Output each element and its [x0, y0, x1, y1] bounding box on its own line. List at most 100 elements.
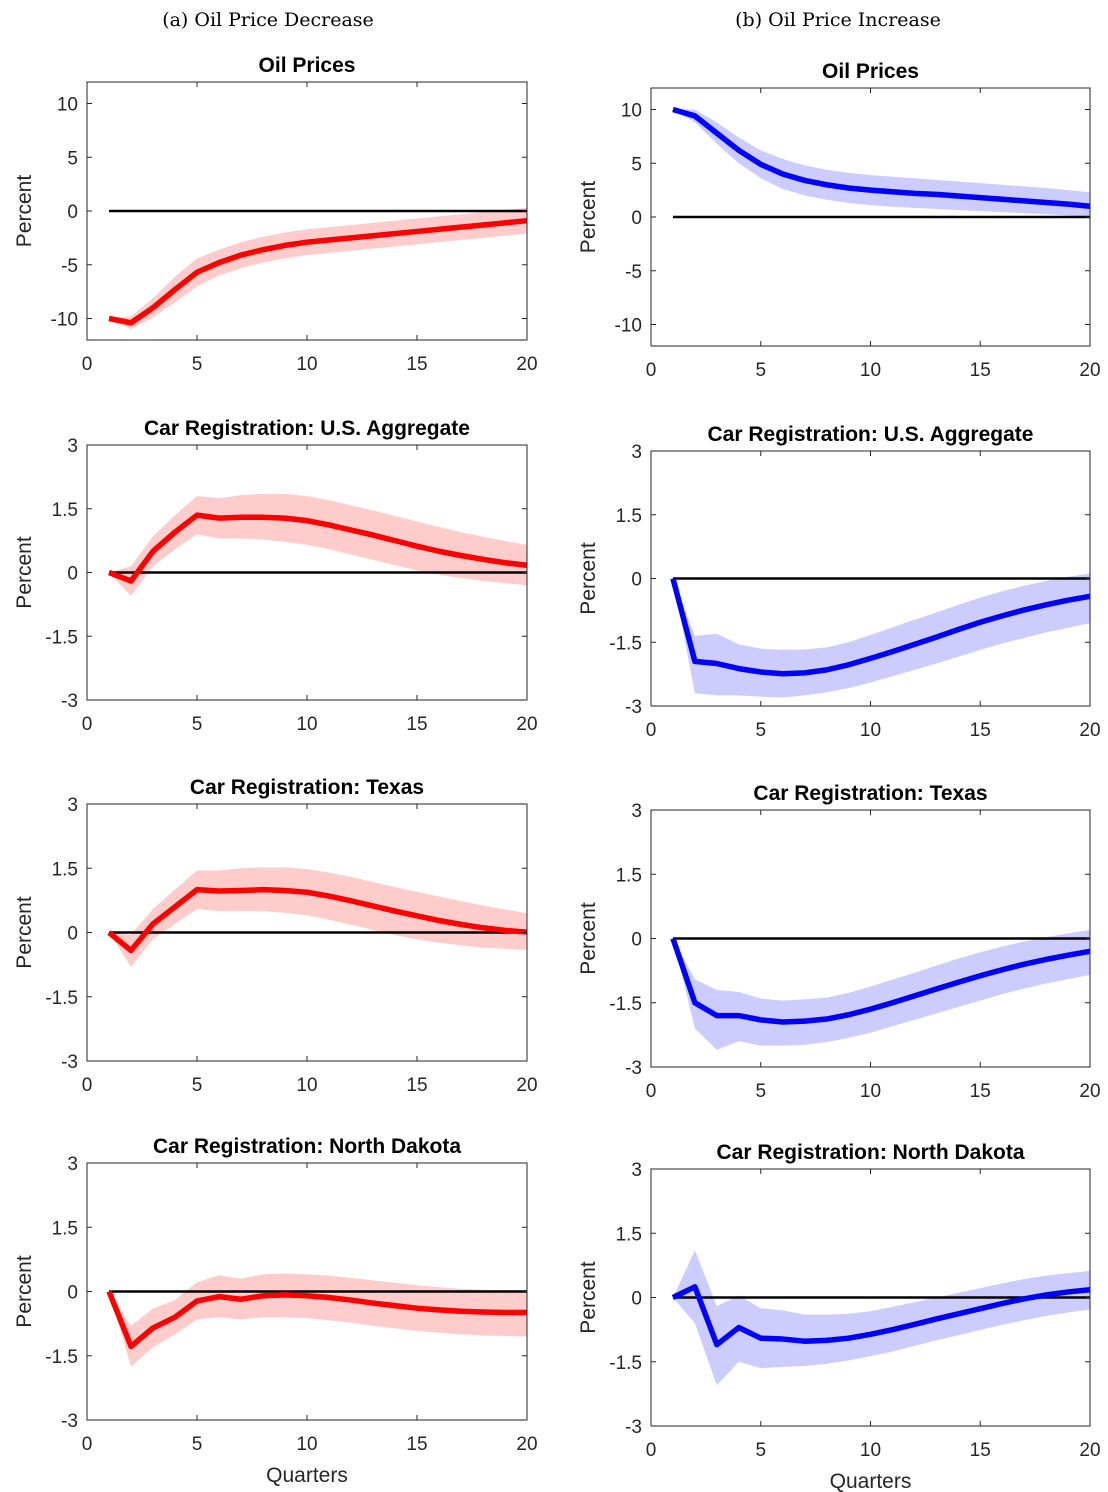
y-tick-label: 0	[67, 202, 78, 223]
x-tick-label: 20	[1079, 720, 1100, 741]
y-tick-label: 1.5	[616, 506, 642, 527]
x-tick-label: 5	[192, 1434, 203, 1455]
x-tick-label: 5	[192, 354, 203, 375]
x-tick-label: 15	[406, 354, 427, 375]
y-tick-label: -3	[61, 1052, 78, 1073]
y-tick-label: 1.5	[52, 859, 78, 880]
x-tick-label: 10	[860, 1081, 881, 1102]
x-tick-label: 15	[970, 1081, 991, 1102]
x-tick-label: 15	[970, 1440, 991, 1461]
y-tick-label: 5	[67, 148, 78, 169]
x-tick-label: 0	[82, 714, 93, 735]
x-tick-label: 0	[646, 1440, 657, 1461]
y-tick-label: -1.5	[609, 1353, 642, 1374]
y-axis-label: Percent	[13, 536, 36, 609]
x-tick-label: 20	[516, 714, 537, 735]
column-title-a: (a) Oil Price Decrease	[162, 9, 374, 31]
impulse-response-line	[108, 512, 528, 584]
x-tick-label: 15	[406, 1075, 427, 1096]
y-tick-label: 3	[67, 436, 78, 457]
x-tick-label: 0	[646, 720, 657, 741]
y-tick-label: -5	[625, 262, 642, 283]
x-tick-label: 5	[755, 720, 766, 741]
y-axis-label: Percent	[577, 1261, 600, 1334]
y-tick-label: 1.5	[616, 865, 642, 886]
panel-title: Oil Prices	[259, 54, 356, 77]
x-tick-label: 20	[516, 354, 537, 375]
x-tick-label: 10	[296, 1434, 317, 1455]
impulse-response-line	[107, 886, 528, 954]
x-tick-label: 10	[296, 714, 317, 735]
panel-0-1: Car Registration: U.S. Aggregate 0 5 10 15 20…	[13, 417, 538, 735]
impulse-response-line	[672, 106, 1091, 209]
y-axis-label: Percent	[577, 542, 600, 615]
y-tick-label: -5	[61, 256, 78, 277]
panel-title: Car Registration: North Dakota	[716, 1141, 1024, 1164]
y-tick-label: -3	[625, 697, 642, 718]
x-tick-label: 20	[1079, 1081, 1100, 1102]
panel-title: Car Registration: U.S. Aggregate	[144, 417, 470, 440]
panel-title: Car Registration: Texas	[190, 776, 424, 799]
y-tick-label: -1.5	[45, 1347, 78, 1368]
y-tick-label: 0	[67, 924, 78, 945]
y-tick-label: 1.5	[52, 500, 78, 521]
x-tick-label: 10	[860, 720, 881, 741]
confidence-band	[672, 109, 1090, 217]
y-tick-label: 0	[631, 930, 642, 951]
x-tick-label: 20	[516, 1434, 537, 1455]
x-axis-label: Quarters	[266, 1464, 348, 1487]
panel-1-0: Oil Prices 0 5 10 15 20 -10 -5 0 5 10 Percent	[577, 60, 1101, 381]
y-tick-label: 0	[67, 1283, 78, 1304]
impulse-response-line	[671, 1284, 1091, 1348]
confidence-band	[109, 493, 527, 596]
x-tick-label: 5	[192, 1075, 203, 1096]
y-tick-label: 3	[631, 801, 642, 822]
y-axis-label: Percent	[577, 181, 600, 254]
y-tick-label: 10	[621, 101, 642, 122]
y-tick-label: 0	[631, 208, 642, 229]
y-tick-label: -3	[625, 1417, 642, 1438]
y-tick-label: -3	[61, 691, 78, 712]
y-tick-label: -10	[51, 310, 78, 331]
panel-1-3: Car Registration: North Dakota 0 5 10 15 20 -3…	[577, 1141, 1101, 1492]
y-tick-label: 10	[57, 95, 78, 116]
confidence-band	[672, 1250, 1090, 1386]
x-tick-label: 5	[755, 1440, 766, 1461]
y-tick-label: 0	[67, 564, 78, 585]
y-axis-label: Percent	[13, 896, 36, 969]
y-axis-label: Percent	[13, 1255, 36, 1328]
impulse-response-line	[670, 937, 1091, 1025]
x-tick-label: 5	[755, 360, 766, 381]
y-tick-label: 3	[631, 442, 642, 463]
y-tick-label: 3	[67, 1154, 78, 1175]
x-tick-label: 0	[646, 360, 657, 381]
x-tick-label: 0	[82, 1434, 93, 1455]
x-tick-label: 5	[755, 1081, 766, 1102]
impulse-response-line	[106, 1290, 527, 1350]
panel-0-0: Oil Prices 0 5 10 15 20 -10 -5 0 5 10 Percent	[13, 54, 538, 375]
x-tick-label: 5	[192, 714, 203, 735]
x-tick-label: 20	[1079, 1440, 1100, 1461]
column-title-b: (b) Oil Price Increase	[735, 9, 941, 31]
x-tick-label: 20	[1079, 360, 1100, 381]
confidence-band	[109, 867, 527, 967]
y-tick-label: 1.5	[52, 1218, 78, 1239]
panel-0-2: Car Registration: Texas 0 5 10 15 20 -3 -1.5 0 1.…	[13, 776, 538, 1096]
x-tick-label: 10	[296, 1075, 317, 1096]
x-tick-label: 15	[406, 714, 427, 735]
panel-title: Oil Prices	[822, 60, 919, 83]
y-tick-label: -1.5	[609, 633, 642, 654]
y-tick-label: -1.5	[45, 988, 78, 1009]
x-tick-label: 10	[860, 1440, 881, 1461]
y-axis-label: Percent	[13, 175, 36, 248]
x-tick-label: 15	[970, 360, 991, 381]
panel-title: Car Registration: Texas	[753, 782, 987, 805]
x-tick-label: 15	[970, 720, 991, 741]
x-tick-label: 10	[296, 354, 317, 375]
x-tick-label: 0	[646, 1081, 657, 1102]
panel-1-2: Car Registration: Texas 0 5 10 15 20 -3 -1.5 0 1.…	[577, 782, 1101, 1102]
y-tick-label: -1.5	[45, 627, 78, 648]
panel-0-3: Car Registration: North Dakota 0 5 10 15 20 -3…	[13, 1135, 538, 1487]
confidence-band	[672, 573, 1090, 698]
